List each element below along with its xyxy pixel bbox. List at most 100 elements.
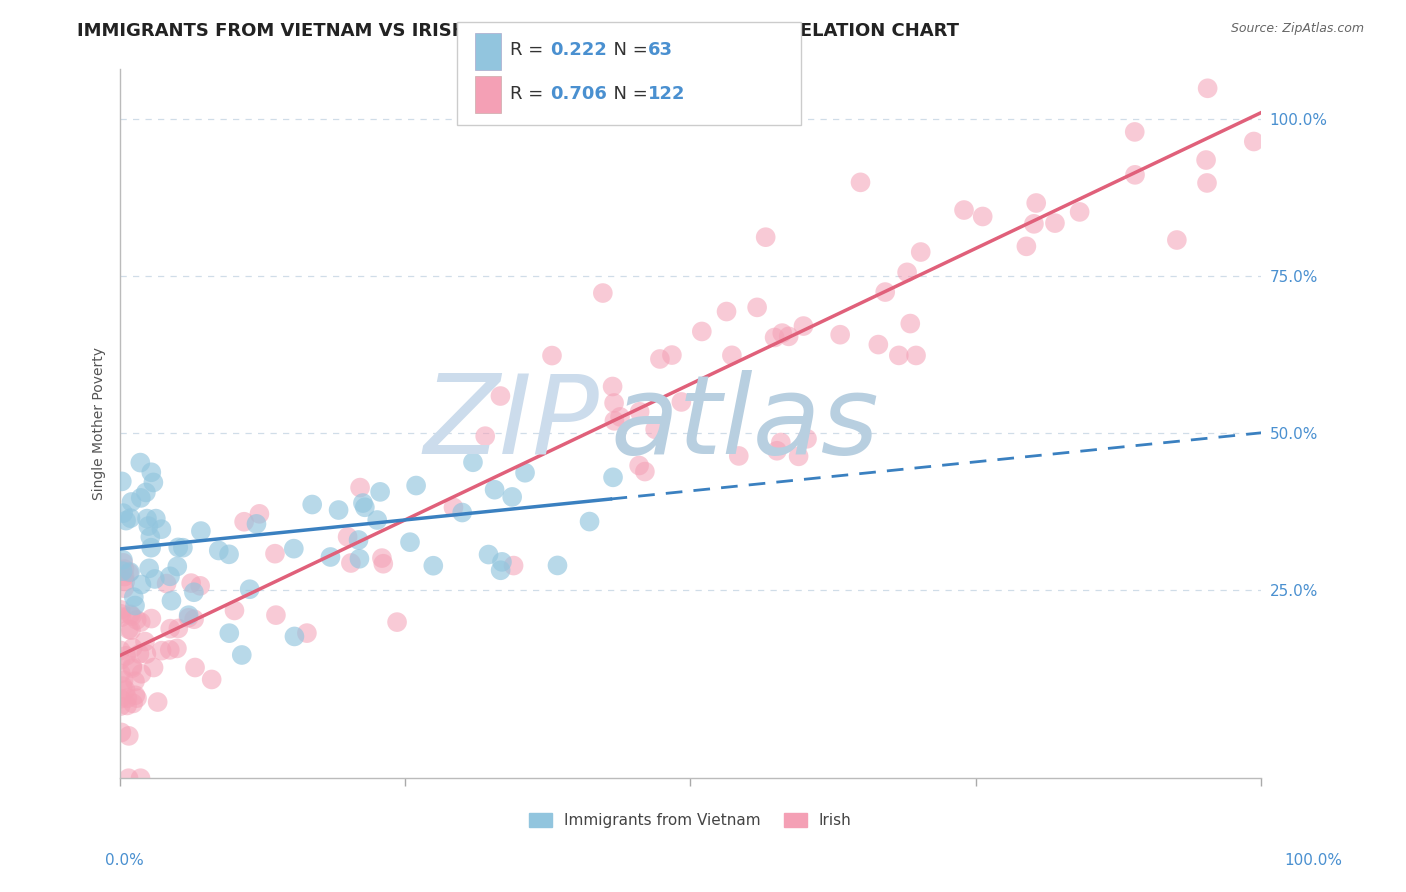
Point (159, 643, 181, 657)
Point (112, 556, 135, 570)
Point (501, 490, 523, 504)
Text: IMMIGRANTS FROM VIETNAM VS IRISH SINGLE MOTHER POVERTY CORRELATION CHART: IMMIGRANTS FROM VIETNAM VS IRISH SINGLE … (77, 22, 959, 40)
Point (120, 607, 142, 622)
Point (301, 498, 323, 512)
Point (513, 466, 536, 480)
Point (135, 485, 157, 500)
Point (443, 500, 465, 515)
Point (122, 697, 145, 711)
Text: 100.0%: 100.0% (1285, 854, 1343, 868)
Y-axis label: Single Mother Poverty: Single Mother Poverty (93, 347, 107, 500)
Point (763, 330, 786, 344)
Point (1043, 216, 1066, 230)
Text: R =: R = (510, 42, 550, 60)
Point (385, 615, 408, 629)
Point (602, 470, 624, 484)
Point (120, 624, 142, 638)
Point (541, 349, 564, 363)
Point (141, 465, 163, 479)
Point (547, 558, 569, 573)
Point (183, 585, 205, 599)
Point (224, 603, 246, 617)
Point (628, 458, 651, 473)
Point (184, 660, 207, 674)
Point (578, 515, 600, 529)
Point (661, 348, 683, 362)
Text: atlas: atlas (610, 370, 879, 477)
Point (603, 414, 626, 428)
Point (778, 329, 800, 343)
Point (366, 513, 388, 527)
Point (112, 673, 135, 688)
Point (796, 432, 818, 446)
Point (245, 516, 267, 531)
Point (110, 699, 132, 714)
Point (124, 688, 146, 702)
Point (110, 603, 132, 617)
Point (160, 593, 183, 607)
Point (190, 524, 212, 538)
Point (129, 491, 152, 505)
Text: 63: 63 (648, 42, 673, 60)
Legend: Immigrants from Vietnam, Irish: Immigrants from Vietnam, Irish (523, 807, 858, 834)
Point (1022, 217, 1045, 231)
Point (159, 569, 181, 583)
Point (110, 691, 132, 706)
Point (111, 553, 134, 567)
Point (125, 691, 148, 706)
Point (634, 465, 657, 479)
Point (201, 673, 224, 687)
Point (110, 643, 132, 657)
Point (721, 348, 744, 362)
Point (1025, 196, 1047, 211)
Point (787, 450, 810, 464)
Point (120, 511, 142, 525)
Point (1166, 233, 1188, 247)
Point (124, 599, 146, 613)
Point (142, 475, 165, 490)
Point (150, 643, 173, 657)
Point (150, 522, 173, 536)
Point (340, 556, 363, 570)
Point (114, 683, 136, 698)
Point (347, 533, 370, 547)
Point (349, 481, 371, 495)
Text: R =: R = (510, 85, 550, 103)
Point (146, 695, 169, 709)
Point (249, 507, 271, 521)
Text: ZIP: ZIP (423, 370, 599, 477)
Point (328, 503, 350, 517)
Point (124, 674, 146, 689)
Point (145, 511, 167, 525)
Point (208, 543, 231, 558)
Point (502, 558, 524, 573)
Point (671, 395, 693, 409)
Point (422, 558, 444, 573)
Point (592, 286, 614, 301)
Point (128, 647, 150, 661)
Point (910, 245, 932, 260)
Point (769, 435, 792, 450)
Point (110, 725, 132, 739)
Point (141, 541, 163, 555)
Point (644, 422, 666, 436)
Point (295, 626, 318, 640)
Point (111, 475, 134, 489)
Point (399, 535, 422, 549)
Point (491, 555, 513, 569)
Point (134, 634, 156, 648)
Point (602, 379, 624, 393)
Point (156, 576, 179, 591)
Point (461, 455, 484, 469)
Point (233, 515, 256, 529)
Point (489, 389, 512, 403)
Point (868, 337, 890, 351)
Text: 0.222: 0.222 (550, 42, 606, 60)
Point (792, 319, 814, 334)
Point (1195, 153, 1218, 167)
Text: N =: N = (602, 85, 654, 103)
Point (166, 641, 188, 656)
Point (283, 541, 305, 556)
Point (110, 666, 132, 681)
Point (451, 506, 474, 520)
